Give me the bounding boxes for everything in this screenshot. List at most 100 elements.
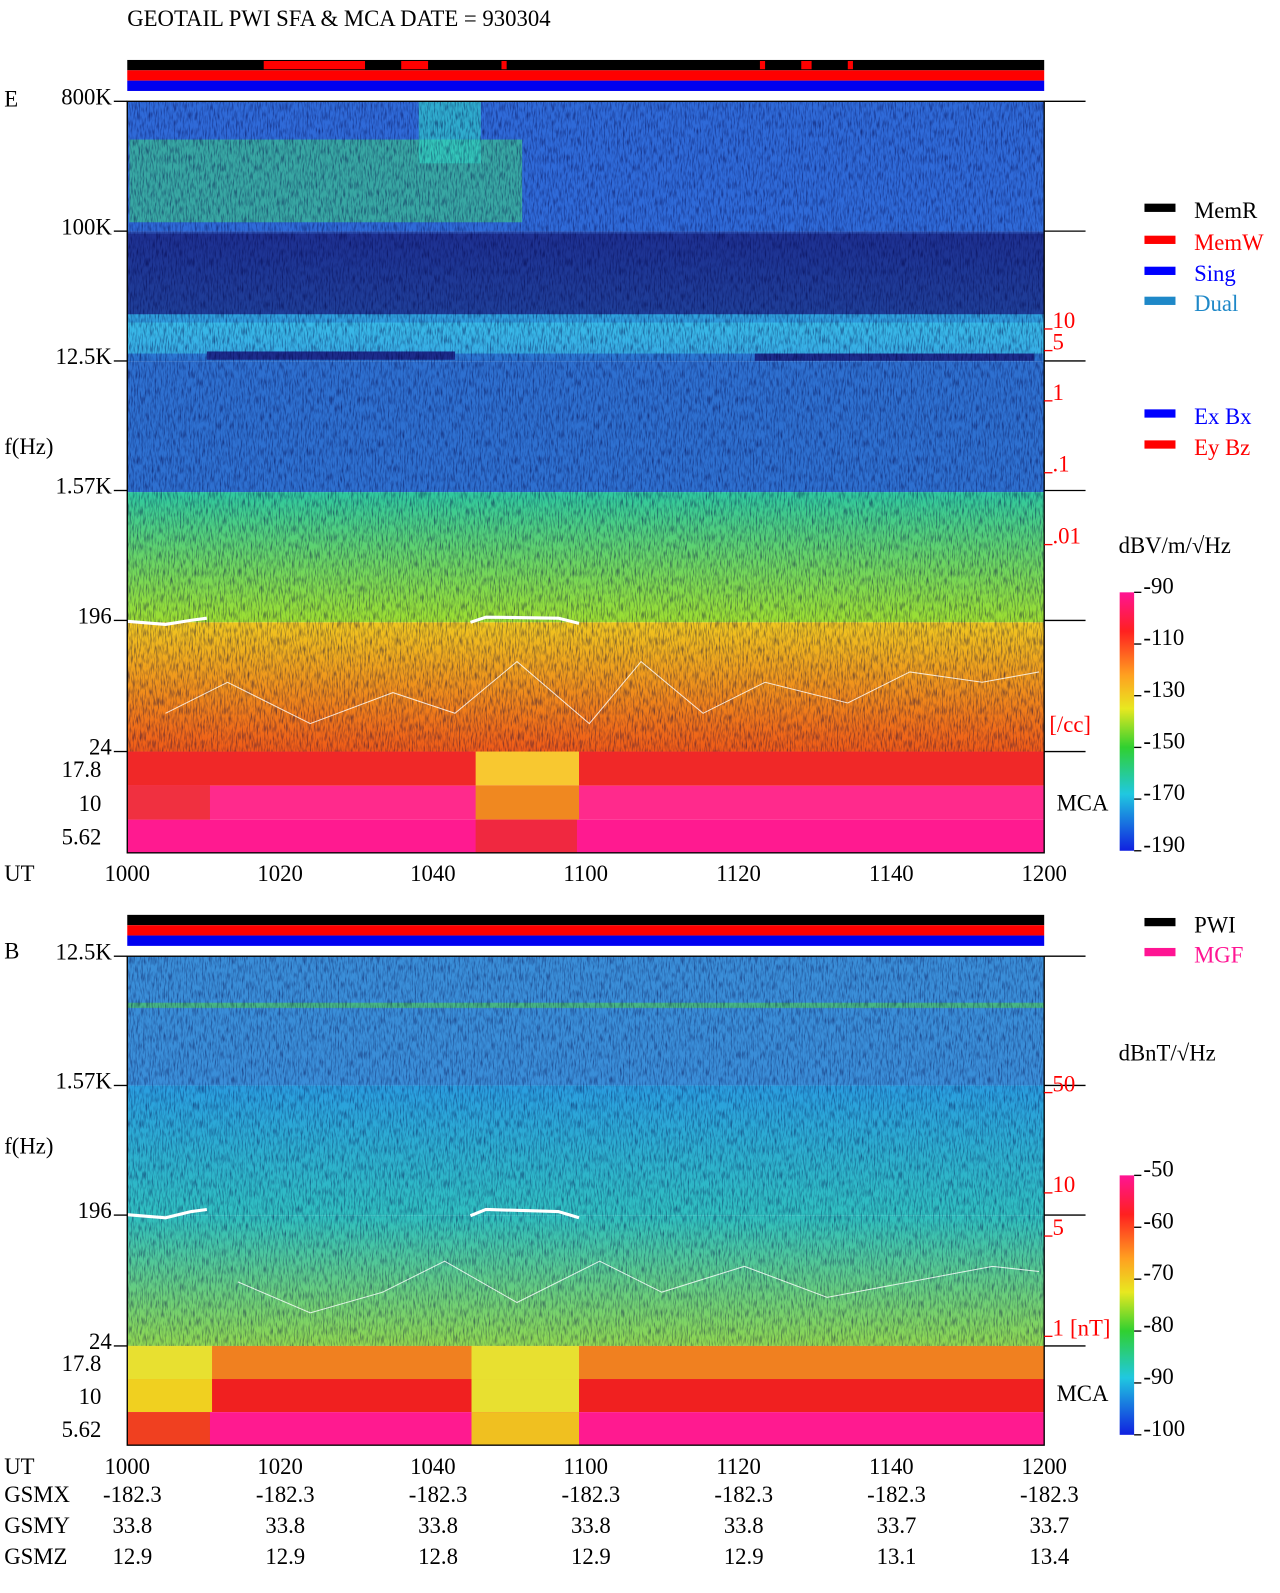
right-scale-label: 10 xyxy=(1052,1172,1075,1197)
mca-label: MCA xyxy=(1057,791,1109,816)
orbit-value: 33.8 xyxy=(265,1513,305,1538)
mca-label: MCA xyxy=(1057,1381,1109,1406)
orbit-value: -182.3 xyxy=(103,1482,162,1507)
mca-channel-label: 17.8 xyxy=(62,1351,102,1376)
colorbar xyxy=(1119,1175,1135,1435)
orbit-row-label: GSMZ xyxy=(4,1544,67,1569)
y-axis-label: f(Hz) xyxy=(4,1134,53,1159)
colorbar-label: dBnT/√Hz xyxy=(1119,1041,1216,1066)
orbit-value: -182.3 xyxy=(714,1482,773,1507)
y-tick-label: 1.57K xyxy=(56,474,113,499)
right-scale-label: .01 xyxy=(1052,524,1080,549)
orbit-value: 12.9 xyxy=(724,1544,764,1569)
spectrogram-b xyxy=(127,956,1045,1446)
mca-channel-label: 10 xyxy=(79,1384,102,1409)
legend-label: MemR xyxy=(1194,198,1258,223)
orbit-value: 12.9 xyxy=(265,1544,305,1569)
mca-channel-label: 5.62 xyxy=(62,1417,102,1442)
y-axis-label: f(Hz) xyxy=(4,434,53,459)
orbit-value: 33.8 xyxy=(724,1513,764,1538)
orbit-value: 33.7 xyxy=(877,1513,917,1538)
colorbar-tick-label: -90 xyxy=(1143,1364,1173,1389)
legend-label: Sing xyxy=(1194,261,1236,286)
y-tick-label: 1.57K xyxy=(56,1069,113,1094)
x-tick-label: 1020 xyxy=(257,861,302,886)
orbit-value: 33.7 xyxy=(1029,1513,1069,1538)
orbit-row-label: GSMX xyxy=(4,1482,70,1507)
colorbar-tick-label: -150 xyxy=(1143,728,1185,753)
x-axis-label: UT xyxy=(4,1454,34,1479)
colorbar-tick-label: -170 xyxy=(1143,780,1185,805)
x-tick-label: 1100 xyxy=(563,861,608,886)
orbit-value: 13.1 xyxy=(877,1544,917,1569)
colorbar-tick-label: -110 xyxy=(1143,625,1184,650)
mca-channel-label: 17.8 xyxy=(62,757,102,782)
legend-label: PWI xyxy=(1194,912,1236,937)
colorbar-tick-label: -130 xyxy=(1143,677,1185,702)
panel-label: B xyxy=(4,938,19,963)
x-tick-label: 1140 xyxy=(869,861,914,886)
status-bars xyxy=(127,914,1045,946)
legend-swatch xyxy=(1144,440,1176,449)
right-scale-unit: [nT] xyxy=(1070,1316,1110,1341)
y-tick-label: 24 xyxy=(89,1329,112,1354)
plot-frame xyxy=(126,100,1045,854)
status-bars xyxy=(127,59,1045,91)
x-tick-label: 1120 xyxy=(716,1454,761,1479)
orbit-value: -182.3 xyxy=(562,1482,621,1507)
mca-channel-label: 10 xyxy=(79,791,102,816)
x-tick-label: 1040 xyxy=(410,1454,455,1479)
legend-label: MemW xyxy=(1194,230,1264,255)
orbit-value: -182.3 xyxy=(1020,1482,1079,1507)
orbit-value: 12.9 xyxy=(571,1544,611,1569)
orbit-row-label: GSMY xyxy=(4,1513,70,1538)
colorbar-label: dBV/m/√Hz xyxy=(1119,533,1231,558)
legend-swatch xyxy=(1144,266,1176,275)
legend-label: Ex Bx xyxy=(1194,404,1252,429)
y-tick-label: 196 xyxy=(78,1198,112,1223)
right-scale-label: 5 xyxy=(1052,1215,1063,1240)
panel-label: E xyxy=(4,87,18,112)
x-tick-label: 1140 xyxy=(869,1454,914,1479)
orbit-value: 33.8 xyxy=(418,1513,458,1538)
y-tick-label: 100K xyxy=(61,214,112,239)
spectrogram-e xyxy=(127,101,1045,853)
right-scale-label: 1 xyxy=(1052,1315,1063,1340)
legend-swatch xyxy=(1144,947,1176,957)
colorbar-tick-label: -100 xyxy=(1143,1416,1185,1441)
legend-swatch xyxy=(1144,409,1176,418)
title: GEOTAIL PWI SFA & MCA DATE = 930304 xyxy=(127,6,551,31)
colorbar-tick-label: -190 xyxy=(1143,832,1185,857)
orbit-value: -182.3 xyxy=(409,1482,468,1507)
legend-label: MGF xyxy=(1194,942,1243,967)
y-tick-label: 12.5K xyxy=(56,344,113,369)
x-axis-label: UT xyxy=(4,861,34,886)
orbit-value: -182.3 xyxy=(867,1482,926,1507)
right-scale-label: 10 xyxy=(1052,308,1075,333)
right-scale-label: 5 xyxy=(1052,330,1063,355)
colorbar-tick-label: -80 xyxy=(1143,1312,1173,1337)
mca-channel-label: 5.62 xyxy=(62,825,102,850)
legend-label: Ey Bz xyxy=(1194,435,1250,460)
x-tick-label: 1020 xyxy=(257,1454,302,1479)
y-tick-label: 24 xyxy=(89,735,112,760)
y-tick-label: 196 xyxy=(78,604,112,629)
x-tick-label: 1040 xyxy=(410,861,455,886)
legend-swatch xyxy=(1144,917,1176,927)
x-tick-label: 1200 xyxy=(1021,861,1066,886)
legend-swatch xyxy=(1144,235,1176,244)
orbit-value: 33.8 xyxy=(113,1513,153,1538)
x-tick-label: 1000 xyxy=(105,861,150,886)
x-tick-label: 1200 xyxy=(1021,1454,1066,1479)
y-tick-label: 800K xyxy=(61,84,112,109)
right-scale-unit: [/cc] xyxy=(1049,712,1091,737)
orbit-value: 12.8 xyxy=(418,1544,458,1569)
colorbar-tick-label: -50 xyxy=(1143,1156,1173,1181)
legend-swatch xyxy=(1144,203,1176,212)
colorbar xyxy=(1119,592,1135,851)
orbit-value: 12.9 xyxy=(113,1544,153,1569)
orbit-value: 33.8 xyxy=(571,1513,611,1538)
colorbar-tick-label: -60 xyxy=(1143,1208,1173,1233)
